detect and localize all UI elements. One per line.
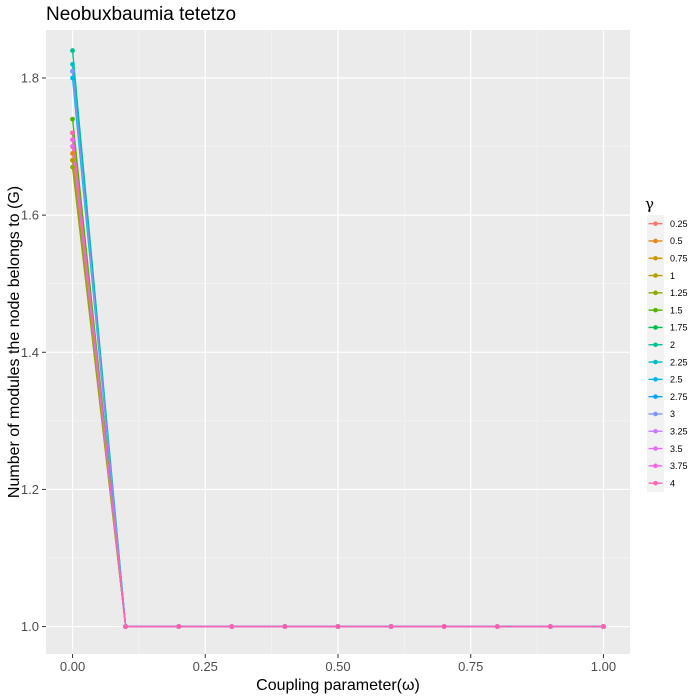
legend-entry-3.75: 3.75: [648, 461, 688, 471]
data-point-4: [70, 130, 75, 136]
legend-key-point: [653, 221, 658, 226]
legend-label: 2.5: [670, 375, 683, 385]
legend-entry-2.25: 2.25: [648, 357, 688, 367]
legend-label: 3.25: [670, 426, 688, 436]
legend-entry-1: 1: [648, 271, 675, 281]
legend-key-point: [653, 411, 658, 417]
legend-entry-1.5: 1.5: [648, 305, 683, 315]
chart-title: Neobuxbaumia tetetzo: [46, 4, 236, 25]
data-point-2.5: [70, 75, 75, 81]
legend-entry-0.25: 0.25: [648, 219, 688, 229]
y-tick-label: 1.4: [21, 345, 39, 360]
y-tick-label: 1.2: [21, 482, 39, 497]
legend-label: 3.75: [670, 461, 688, 471]
y-axis: 1.0 1.2 1.4 1.6 1.8: [21, 71, 46, 634]
legend-key-point: [653, 359, 658, 365]
x-tick-label: 1.00: [591, 659, 616, 674]
data-point-4: [282, 624, 288, 629]
legend-entry-2.75: 2.75: [648, 392, 688, 402]
legend-label: 2.75: [670, 392, 688, 402]
legend-key-point: [653, 428, 658, 434]
legend-title: γ: [645, 195, 654, 213]
legend-key-point: [653, 307, 658, 313]
data-point-4: [547, 624, 553, 629]
data-point-1.25: [70, 164, 75, 170]
legend-label: 4: [670, 478, 675, 488]
legend-entry-3: 3: [648, 409, 675, 419]
x-tick-label: 0.00: [60, 659, 85, 674]
data-point-4: [335, 624, 341, 629]
data-point-3.5: [70, 144, 75, 149]
data-point-4: [229, 624, 235, 629]
x-axis-title: Coupling parameter(ω): [256, 677, 420, 694]
legend-label: 1.5: [670, 305, 683, 315]
legend-key-point: [653, 273, 658, 278]
legend-entry-4: 4: [648, 478, 675, 488]
legend-entry-0.75: 0.75: [648, 253, 688, 263]
legend-key-point: [653, 394, 658, 399]
legend-label: 1: [670, 271, 675, 281]
data-point-4: [123, 624, 129, 629]
legend-entry-2.5: 2.5: [648, 375, 683, 385]
legend-label: 0.75: [670, 253, 688, 263]
data-point-2.25: [70, 61, 75, 67]
x-tick-label: 0.25: [193, 659, 218, 674]
data-point-4: [441, 624, 447, 629]
legend-label: 3.5: [670, 444, 683, 454]
data-point-3: [70, 68, 75, 74]
data-point-4: [601, 624, 606, 629]
y-tick-label: 1.8: [21, 71, 39, 86]
data-point-4: [494, 624, 500, 629]
data-point-1: [70, 157, 75, 163]
data-point-3.75: [70, 137, 75, 143]
x-tick-label: 0.50: [325, 659, 350, 674]
y-tick-label: 1.0: [21, 619, 39, 634]
legend-key-point: [653, 480, 658, 486]
legend-label: 0.5: [670, 236, 683, 246]
legend-entry-0.5: 0.5: [648, 236, 683, 246]
data-point-4: [176, 624, 182, 629]
x-axis: 0.00 0.25 0.50 0.75 1.00: [60, 654, 616, 674]
x-tick-label: 0.75: [458, 659, 483, 674]
legend-key-point: [653, 463, 658, 469]
y-tick-label: 1.6: [21, 208, 39, 223]
legend-label: 2.25: [670, 357, 688, 367]
legend-label: 2: [670, 340, 675, 350]
legend-key-point: [653, 446, 658, 451]
data-point-0.5: [70, 151, 75, 156]
legend-entry-3.5: 3.5: [648, 444, 683, 454]
legend-key-bg: [647, 215, 664, 492]
data-point-2: [70, 48, 75, 53]
data-point-4: [388, 624, 394, 629]
legend-entry-1.25: 1.25: [648, 288, 688, 298]
data-point-1.5: [70, 116, 75, 122]
legend-key-point: [653, 377, 658, 382]
y-axis-title: Number of modules the node belongs to (G…: [6, 186, 23, 498]
series-points: [70, 48, 606, 629]
legend-key-point: [653, 325, 658, 330]
legend-key-point: [653, 290, 658, 296]
legend-entry-3.25: 3.25: [648, 426, 688, 436]
legend-entry-2: 2: [648, 340, 675, 350]
legend-label: 1.25: [670, 288, 688, 298]
legend-key-point: [653, 255, 658, 261]
legend-label: 0.25: [670, 219, 688, 229]
legend-key-point: [653, 238, 658, 244]
legend-entry-1.75: 1.75: [648, 323, 688, 333]
legend: γ 0.25 0.5 0.75 1 1.25 1.5 1.75 2 2.25 2.5 2.75 3 3.…: [645, 195, 688, 492]
legend-label: 3: [670, 409, 675, 419]
legend-key-point: [653, 342, 658, 348]
legend-label: 1.75: [670, 323, 688, 333]
